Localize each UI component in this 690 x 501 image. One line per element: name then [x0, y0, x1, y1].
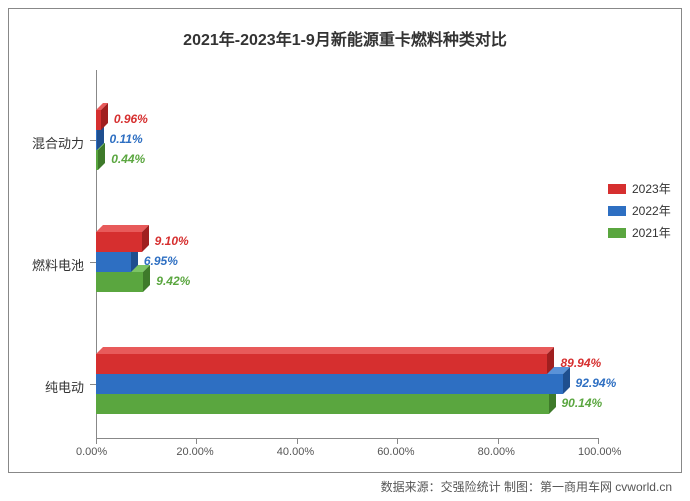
bar: [96, 130, 97, 150]
bar: [96, 374, 563, 394]
value-label: 6.95%: [144, 254, 178, 268]
bar: [96, 394, 549, 414]
value-label: 9.42%: [156, 274, 190, 288]
x-tick: [598, 438, 599, 444]
bar: [96, 150, 98, 170]
bar: [96, 232, 142, 252]
legend-item: 2023年: [608, 180, 671, 197]
bar-top: [96, 225, 149, 232]
value-label: 90.14%: [562, 396, 603, 410]
bar: [96, 110, 101, 130]
value-label: 9.10%: [155, 234, 189, 248]
category-label: 纯电动: [4, 377, 84, 396]
bar: [96, 272, 143, 292]
x-tick-label: 80.00%: [478, 446, 515, 458]
legend-swatch: [608, 184, 626, 194]
x-tick-label: 20.00%: [176, 446, 213, 458]
bar-front: [96, 272, 143, 292]
source-note: 数据来源：交强险统计 制图：第一商用车网 cvworld.cn: [381, 478, 672, 495]
bar-side: [143, 265, 150, 292]
bar-front: [96, 232, 142, 252]
legend-label: 2021年: [632, 224, 671, 241]
x-tick-label: 0.00%: [76, 446, 107, 458]
value-label: 0.44%: [111, 152, 145, 166]
legend-item: 2021年: [608, 224, 671, 241]
x-tick-label: 40.00%: [277, 446, 314, 458]
x-tick: [196, 438, 197, 444]
value-label: 0.11%: [110, 132, 143, 146]
value-label: 89.94%: [560, 356, 601, 370]
category-label: 混合动力: [4, 133, 84, 152]
legend-item: 2022年: [608, 202, 671, 219]
bar-front: [96, 354, 547, 374]
x-tick: [96, 438, 97, 444]
x-axis: [96, 438, 598, 439]
bar: [96, 252, 131, 272]
x-tick: [498, 438, 499, 444]
bar-front: [96, 394, 549, 414]
bar-front: [96, 374, 563, 394]
legend-label: 2022年: [632, 202, 671, 219]
x-tick-label: 60.00%: [377, 446, 414, 458]
value-label: 92.94%: [576, 376, 617, 390]
value-label: 0.96%: [114, 112, 148, 126]
legend-label: 2023年: [632, 180, 671, 197]
bar-front: [96, 252, 131, 272]
category-label: 燃料电池: [4, 255, 84, 274]
x-tick-label: 100.00%: [578, 446, 621, 458]
legend-swatch: [608, 228, 626, 238]
bar: [96, 354, 547, 374]
chart-frame: 2021年-2023年1-9月新能源重卡燃料种类对比 0.00%20.00%40…: [0, 0, 690, 501]
x-tick: [397, 438, 398, 444]
plot-area: 0.00%20.00%40.00%60.00%80.00%100.00%纯电动燃…: [96, 70, 598, 438]
legend-swatch: [608, 206, 626, 216]
chart-title: 2021年-2023年1-9月新能源重卡燃料种类对比: [0, 26, 690, 50]
bar-top: [96, 347, 554, 354]
x-tick: [297, 438, 298, 444]
